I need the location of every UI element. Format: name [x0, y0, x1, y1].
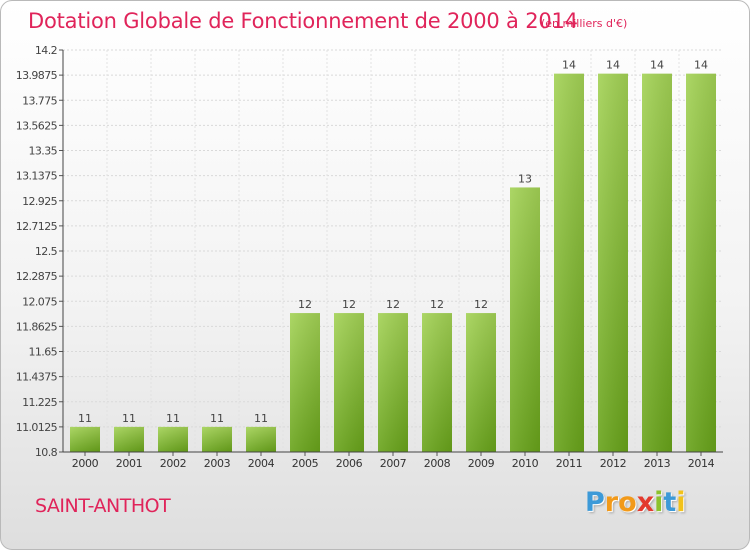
bar-value-label: 12 — [430, 298, 444, 311]
bar-value-label: 11 — [122, 412, 136, 425]
bar-value-label: 12 — [474, 298, 488, 311]
bar-value-label: 14 — [650, 59, 664, 72]
bar-value-label: 11 — [210, 412, 224, 425]
y-tick-label: 12.7125 — [16, 220, 58, 233]
bars-layer — [70, 73, 716, 452]
x-tick-label: 2009 — [468, 457, 495, 470]
bar-value-label: 14 — [562, 59, 576, 72]
y-tick-label: 10.8 — [35, 446, 58, 459]
bar-shade — [378, 313, 408, 452]
bar-shade — [334, 313, 364, 452]
x-tick-label: 2008 — [424, 457, 451, 470]
bar-shade — [466, 313, 496, 452]
bar-value-label: 11 — [254, 412, 268, 425]
chart-title: Dotation Globale de Fonctionnement de 20… — [28, 9, 578, 33]
y-tick-label: 13.1375 — [16, 170, 58, 183]
labels-layer: 14.2 13.9875 13.775 13.5625 13.35 13.1375 12.9… — [16, 44, 715, 470]
x-tick-label: 2002 — [160, 457, 186, 470]
x-tick-label: 2011 — [556, 457, 582, 470]
y-tick-label: 11.0125 — [16, 421, 58, 434]
x-tick-label: 2007 — [380, 457, 407, 470]
bar-shade — [598, 73, 628, 452]
bar-shade — [554, 73, 584, 452]
y-tick-label: 13.775 — [22, 94, 57, 107]
y-tick-label: 11.65 — [29, 346, 58, 359]
bar-shade — [70, 426, 100, 452]
bar-value-label: 12 — [386, 298, 400, 311]
y-tick-label: 11.225 — [22, 396, 57, 409]
y-tick-label: 13.35 — [29, 145, 58, 158]
bar-shade — [158, 426, 188, 452]
y-tick-label: 14.2 — [35, 44, 57, 57]
y-tick-label: 12.2875 — [16, 270, 58, 283]
bar-value-label: 12 — [342, 298, 356, 311]
bar-shade — [290, 313, 320, 452]
x-tick-label: 2010 — [512, 457, 539, 470]
x-tick-label: 2004 — [248, 457, 275, 470]
bar-shade — [510, 187, 540, 452]
bar-shade — [114, 426, 144, 452]
y-tick-label: 13.9875 — [16, 69, 58, 82]
y-tick-label: 11.8625 — [16, 320, 58, 333]
bar-shade — [642, 73, 672, 452]
x-tick-label: 2006 — [336, 457, 363, 470]
commune-name: SAINT-ANTHOT — [35, 495, 171, 517]
bar-value-label: 11 — [78, 412, 92, 425]
x-tick-label: 2005 — [292, 457, 319, 470]
x-tick-label: 2012 — [600, 457, 626, 470]
x-tick-label: 2001 — [116, 457, 142, 470]
chart-unit-label: (en milliers d'€) — [541, 17, 628, 30]
x-tick-label: 2014 — [688, 457, 715, 470]
bar-value-label: 14 — [694, 59, 708, 72]
bar-value-label: 14 — [606, 59, 620, 72]
x-tick-label: 2013 — [644, 457, 671, 470]
bar-shade — [246, 426, 276, 452]
proxiti-logo: Proxiti — [585, 487, 686, 518]
y-tick-label: 12.925 — [22, 195, 57, 208]
bar-value-label: 13 — [518, 172, 532, 185]
bar-shade — [202, 426, 232, 452]
bar-value-label: 12 — [298, 298, 312, 311]
y-tick-label: 13.5625 — [16, 119, 58, 132]
bar-shade — [686, 73, 716, 452]
axis-layer — [59, 49, 723, 456]
y-tick-label: 12.075 — [22, 295, 57, 308]
bar-shade — [422, 313, 452, 452]
y-tick-label: 11.4375 — [16, 371, 58, 384]
bar-value-label: 11 — [166, 412, 180, 425]
y-tick-label: 12.5 — [35, 245, 58, 258]
x-tick-label: 2000 — [72, 457, 99, 470]
x-tick-label: 2003 — [204, 457, 231, 470]
